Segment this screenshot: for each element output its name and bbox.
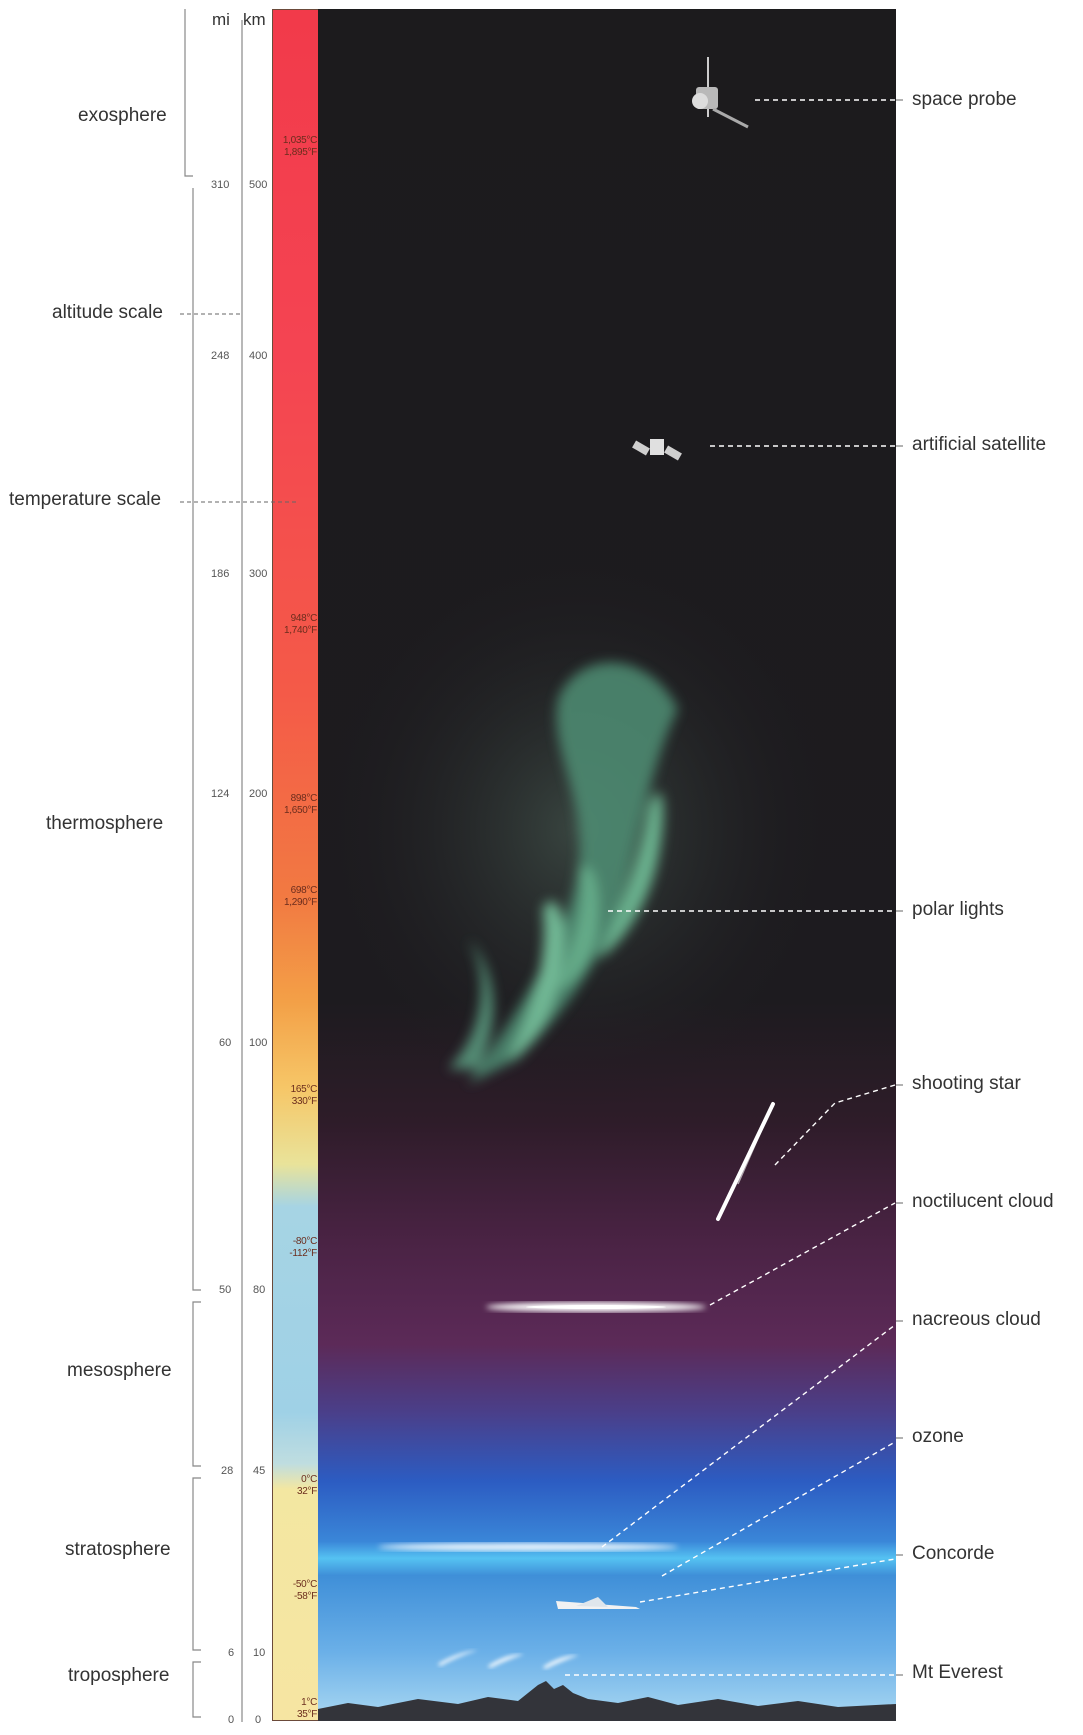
atmosphere-illustration <box>318 9 896 1721</box>
altitude-tick-km: 500 <box>249 179 268 191</box>
altitude-tick-mi: 248 <box>211 350 230 362</box>
altitude-tick-mi: 124 <box>211 788 230 800</box>
altitude-tick-km: 400 <box>249 350 268 362</box>
space-probe-shape <box>692 57 749 129</box>
temperature-reading: 898°C 1,650°F <box>283 793 317 816</box>
temperature-reading: 0°C 32°F <box>296 1474 317 1497</box>
altitude-scale-label: altitude scale <box>52 302 163 323</box>
temperature-reading: 948°C 1,740°F <box>283 613 317 636</box>
altitude-tick-km: 100 <box>249 1037 268 1049</box>
temperature-bar: 1,035°C 1,895°F 948°C 1,740°F 898°C 1,650°F… <box>272 9 320 1721</box>
altitude-tick-km: 45 <box>253 1465 266 1477</box>
label-shooting-star: shooting star <box>912 1073 1021 1094</box>
km-unit-label: km <box>243 10 266 29</box>
temperature-reading: -80°C -112°F <box>289 1236 317 1259</box>
label-ozone: ozone <box>912 1426 964 1447</box>
temperature-scale-label: temperature scale <box>9 489 162 510</box>
altitude-tick-mi: 6 <box>228 1647 235 1659</box>
altitude-tick-mi: 60 <box>219 1037 232 1049</box>
altitude-tick-mi: 50 <box>219 1284 232 1296</box>
label-nacreous-cloud: nacreous cloud <box>912 1309 1041 1330</box>
label-polar-lights: polar lights <box>912 899 1004 920</box>
label-mt-everest: Mt Everest <box>912 1662 1003 1683</box>
layer-label-thermosphere: thermosphere <box>46 813 164 834</box>
altitude-tick-km: 10 <box>253 1647 266 1659</box>
label-noctilucent-cloud: noctilucent cloud <box>912 1191 1054 1212</box>
layer-label-troposphere: troposphere <box>68 1665 170 1686</box>
altitude-tick-mi: 0 <box>228 1714 235 1726</box>
temperature-reading: 1°C 35°F <box>296 1697 317 1720</box>
label-artificial-satellite: artificial satellite <box>912 434 1047 455</box>
miles-unit-label: mi <box>212 10 230 29</box>
altitude-tick-mi: 28 <box>221 1465 234 1477</box>
temperature-reading: 165°C 330°F <box>290 1084 318 1107</box>
altitude-tick-mi: 310 <box>211 179 230 191</box>
altitude-tick-km: 200 <box>249 788 268 800</box>
temperature-reading: 698°C 1,290°F <box>283 885 317 908</box>
layer-label-mesosphere: mesosphere <box>67 1360 172 1381</box>
label-concorde: Concorde <box>912 1543 995 1564</box>
nacreous-cloud-shape <box>378 1543 678 1551</box>
altitude-tick-km: 0 <box>255 1714 262 1726</box>
altitude-tick-km: 300 <box>249 568 268 580</box>
temperature-reading: 1,035°C 1,895°F <box>282 135 317 158</box>
concorde-plane-shape <box>556 1597 640 1609</box>
label-space-probe: space probe <box>912 89 1017 110</box>
layer-label-exosphere: exosphere <box>78 105 167 126</box>
sky-svg <box>318 9 896 1721</box>
altitude-tick-mi: 186 <box>211 568 230 580</box>
layer-label-stratosphere: stratosphere <box>65 1539 171 1560</box>
altitude-tick-km: 80 <box>253 1284 266 1296</box>
artificial-satellite-shape <box>632 439 682 461</box>
temperature-reading: -50°C -58°F <box>292 1579 317 1602</box>
